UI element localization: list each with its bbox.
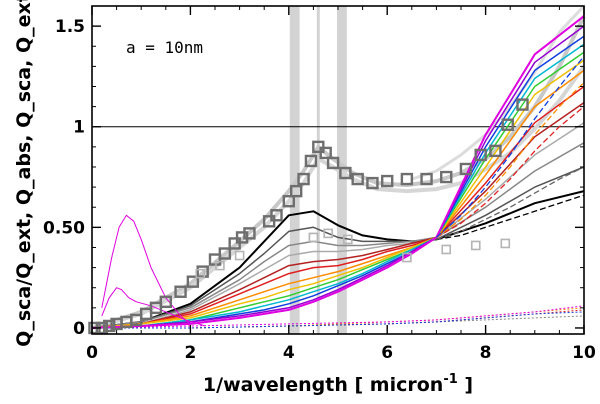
observed-square-27 bbox=[339, 166, 352, 180]
vertical-bands bbox=[289, 6, 347, 334]
axis-ticks: 0 2 4 6 8 10 0 0.50 1 1.5 bbox=[43, 6, 596, 363]
series-line-21 bbox=[435, 55, 585, 238]
size-annotation: a = 10nm bbox=[126, 38, 203, 57]
series-line-16 bbox=[91, 15, 585, 329]
series-line-20 bbox=[436, 82, 585, 238]
light-square-7 bbox=[402, 252, 412, 263]
series-line-19 bbox=[436, 106, 585, 238]
series-line-17 bbox=[436, 194, 585, 241]
x-tick-label-2: 2 bbox=[184, 343, 196, 363]
light-square-9 bbox=[470, 240, 481, 251]
observed-square-21 bbox=[289, 184, 303, 198]
y-tick-label-3: 1 bbox=[73, 118, 85, 138]
vertical-band-2 bbox=[316, 6, 320, 334]
observed-square-38 bbox=[516, 98, 529, 111]
observed-square-23 bbox=[304, 154, 318, 168]
observed-points bbox=[88, 98, 529, 335]
observed-square-9 bbox=[159, 295, 173, 309]
observed-square-34 bbox=[459, 162, 473, 176]
observed-square-11 bbox=[186, 275, 200, 288]
observed-square-20 bbox=[282, 194, 295, 208]
observed-square-12 bbox=[196, 265, 209, 278]
x-tick-label-3: 4 bbox=[283, 343, 295, 363]
observed-square-35 bbox=[474, 148, 487, 162]
observed-square-37 bbox=[501, 118, 514, 131]
observed-square-26 bbox=[326, 156, 340, 170]
vertical-band-3 bbox=[337, 6, 347, 334]
y-tick-label-1: 0 bbox=[73, 319, 85, 339]
observed-square-17 bbox=[243, 227, 256, 240]
observed-square-28 bbox=[351, 172, 364, 186]
x-axis-title-main: 1/wavelength [ micron bbox=[203, 374, 443, 396]
x-tick-label-4: 6 bbox=[381, 343, 393, 363]
observed-square-3 bbox=[103, 319, 116, 333]
observed-square-10 bbox=[174, 285, 187, 298]
x-axis-title: 1/wavelength [ micron-1 ] bbox=[203, 372, 473, 396]
series-line-18 bbox=[436, 166, 585, 241]
observed-square-36 bbox=[489, 144, 502, 158]
x-tick-label-1: 0 bbox=[86, 343, 98, 363]
x-tick-label-5: 8 bbox=[480, 343, 492, 363]
y-tick-label-4: 1.5 bbox=[55, 17, 85, 37]
light-square-10 bbox=[500, 238, 511, 249]
observed-square-14 bbox=[218, 247, 232, 260]
light-square-5 bbox=[323, 228, 333, 239]
light-square-1 bbox=[195, 268, 206, 279]
series-line-9 bbox=[91, 85, 585, 329]
y-tick-label-2: 0.50 bbox=[43, 218, 85, 238]
observed-square-22 bbox=[297, 172, 310, 186]
light-square-8 bbox=[441, 244, 452, 255]
light-square-6 bbox=[343, 234, 353, 245]
series-line-12 bbox=[91, 51, 585, 329]
vertical-band-1 bbox=[289, 6, 300, 334]
observed-square-33 bbox=[440, 170, 453, 184]
series-line-22 bbox=[101, 214, 191, 325]
series-line-10 bbox=[91, 69, 585, 329]
light-square-3 bbox=[234, 250, 245, 261]
y-axis-title: Q_sca/Q_ext, Q_abs, Q_sca, Q_ext bbox=[13, 0, 35, 347]
observed-square-31 bbox=[400, 172, 414, 186]
x-axis-title-superscript: -1 bbox=[443, 372, 457, 387]
light-square-4 bbox=[308, 232, 319, 243]
series-line-4 bbox=[91, 190, 585, 329]
series-line-11 bbox=[91, 59, 585, 329]
series-line-23 bbox=[101, 287, 206, 327]
observed-square-29 bbox=[366, 176, 379, 190]
light-square-2 bbox=[215, 260, 225, 271]
observed-square-30 bbox=[381, 174, 394, 188]
series-line-5 bbox=[91, 166, 585, 329]
series-line-13 bbox=[91, 43, 585, 329]
x-axis-title-end: ] bbox=[458, 374, 473, 396]
series-line-3 bbox=[411, 4, 586, 181]
observed-square-32 bbox=[420, 172, 433, 186]
observed-square-19 bbox=[270, 209, 283, 222]
x-tick-label-6: 10 bbox=[572, 343, 596, 363]
observed-square-25 bbox=[319, 146, 332, 160]
